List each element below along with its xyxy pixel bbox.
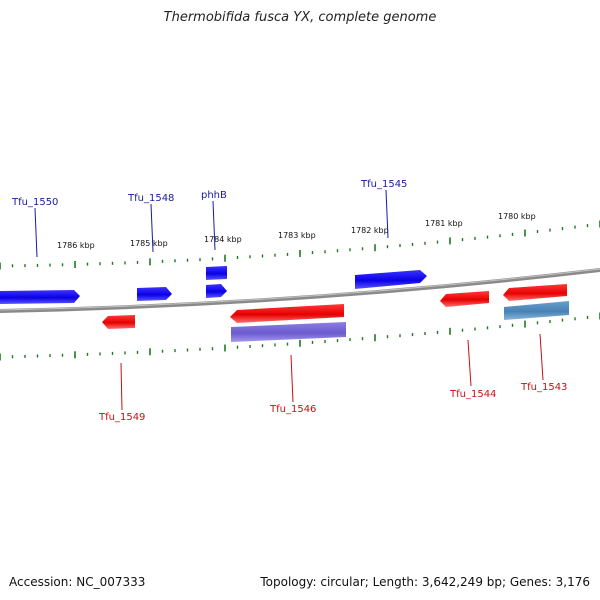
tick-label-1780: 1780 kbp bbox=[498, 212, 536, 221]
gene-label-tfu-1550[interactable]: Tfu_1550 bbox=[11, 197, 58, 208]
leader-line-phhb bbox=[212, 200, 216, 251]
gene-tfu-1543-arrow[interactable] bbox=[503, 284, 567, 301]
leader-line-tfu-1544 bbox=[467, 339, 472, 387]
accession-text: Accession: NC_007333 bbox=[9, 575, 146, 589]
gene-label-tfu-1549[interactable]: Tfu_1549 bbox=[98, 412, 145, 423]
lower-scale-ticks bbox=[0, 312, 600, 361]
tick-label-1784: 1784 kbp bbox=[204, 235, 242, 244]
tick-label-1783: 1783 kbp bbox=[278, 231, 316, 240]
gene-tfu-1544-arrow[interactable] bbox=[440, 291, 489, 307]
genome-backbone bbox=[0, 268, 600, 313]
gene-label-tfu-1545[interactable]: Tfu_1545 bbox=[360, 179, 407, 190]
genome-backbone-highlight bbox=[0, 268, 600, 311]
leader-line-tfu-1549 bbox=[120, 362, 123, 411]
gene-label-tfu-1543[interactable]: Tfu_1543 bbox=[520, 382, 567, 393]
leader-line-tfu-1548 bbox=[150, 203, 154, 253]
tick-label-1782: 1782 kbp bbox=[351, 226, 389, 235]
tick-label-1781: 1781 kbp bbox=[425, 219, 463, 228]
upper-scale-ticks bbox=[0, 220, 600, 270]
gene-label-tfu-1544[interactable]: Tfu_1544 bbox=[449, 389, 496, 400]
gene-tfu-1545-arrow[interactable] bbox=[355, 270, 427, 289]
map-title: Thermobifida fusca YX, complete genome bbox=[163, 10, 437, 25]
gene-phhb-upper-arrow[interactable] bbox=[206, 266, 227, 280]
gene-tfu-1546-arrow[interactable] bbox=[230, 304, 344, 323]
leader-line-tfu-1550 bbox=[34, 207, 38, 258]
gene-label-phhb[interactable]: phhB bbox=[201, 190, 227, 201]
gene-tfu-1546-feature[interactable] bbox=[231, 322, 346, 342]
gene-tfu-1550-arrow[interactable] bbox=[0, 290, 80, 304]
gene-label-tfu-1546[interactable]: Tfu_1546 bbox=[269, 404, 316, 415]
gene-label-tfu-1548[interactable]: Tfu_1548 bbox=[127, 193, 174, 204]
tick-label-1785: 1785 kbp bbox=[130, 239, 168, 248]
leader-line-tfu-1545 bbox=[385, 189, 389, 239]
gene-tfu-1548-arrow[interactable] bbox=[137, 287, 172, 301]
gene-phhb-arrow[interactable] bbox=[206, 284, 227, 298]
leader-line-tfu-1543 bbox=[539, 333, 544, 381]
gene-tfu-1549-arrow[interactable] bbox=[102, 315, 135, 329]
genome-summary-text: Topology: circular; Length: 3,642,249 bp… bbox=[260, 575, 590, 589]
gene-tfu-1543-feature[interactable] bbox=[504, 301, 569, 320]
tick-label-1786: 1786 kbp bbox=[57, 241, 95, 250]
leader-line-tfu-1546 bbox=[290, 354, 294, 403]
